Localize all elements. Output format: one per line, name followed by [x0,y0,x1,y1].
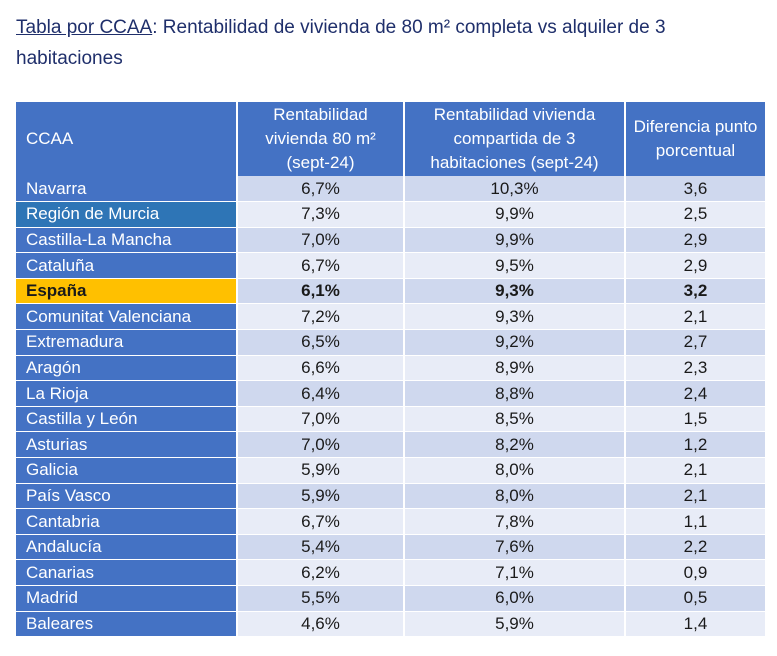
rentabilidad-80m2-cell: 6,1% [237,278,405,305]
rentabilidad-compartida-cell: 8,5% [404,406,626,433]
rentabilidad-compartida-cell: 6,0% [404,585,626,612]
rentabilidad-compartida-cell: 8,0% [404,457,626,484]
diferencia-cell: 3,2 [625,278,765,305]
rentabilidad-80m2-cell: 4,6% [237,611,405,638]
diferencia-cell: 1,1 [625,508,765,535]
rentabilidad-80m2-cell: 6,6% [237,355,405,382]
ccaa-cell: España [16,278,238,305]
table-row: Canarias 6,2% 7,1% 0,9 [16,559,765,586]
rentabilidad-compartida-cell: 9,2% [404,329,626,356]
rentabilidad-80m2-cell: 5,5% [237,585,405,612]
diferencia-cell: 2,1 [625,457,765,484]
ccaa-cell: Canarias [16,559,238,586]
ccaa-cell: Región de Murcia [16,201,238,228]
ccaa-cell: Cataluña [16,252,238,279]
rentabilidad-80m2-cell: 7,3% [237,201,405,228]
table-row: La Rioja 6,4% 8,8% 2,4 [16,380,765,407]
header-ccaa: CCAA [16,102,238,176]
diferencia-cell: 2,1 [625,303,765,331]
table-row: Asturias 7,0% 8,2% 1,2 [16,431,765,459]
rentabilidad-80m2-cell: 6,5% [237,329,405,356]
ccaa-cell: Madrid [16,585,238,612]
ccaa-cell: País Vasco [16,483,238,510]
rentabilidad-80m2-cell: 6,4% [237,380,405,407]
rentabilidad-80m2-cell: 5,9% [237,483,405,510]
ccaa-cell: Baleares [16,611,238,638]
rentabilidad-compartida-cell: 8,0% [404,483,626,510]
rentabilidad-80m2-cell: 6,7% [237,508,405,535]
ccaa-cell: Cantabria [16,508,238,535]
table-row: Región de Murcia 7,3% 9,9% 2,5 [16,201,765,228]
diferencia-cell: 2,4 [625,380,765,407]
rentabilidad-80m2-cell: 5,4% [237,534,405,561]
rentabilidad-compartida-cell: 10,3% [404,176,626,203]
ccaa-cell: Asturias [16,431,238,459]
table-title: Tabla por CCAA: Rentabilidad de vivienda… [16,12,756,74]
diferencia-cell: 2,1 [625,483,765,510]
rentabilidad-80m2-cell: 7,0% [237,227,405,254]
table-row: Andalucía 5,4% 7,6% 2,2 [16,534,765,561]
ccaa-cell: Andalucía [16,534,238,561]
diferencia-cell: 1,5 [625,406,765,433]
ccaa-cell: La Rioja [16,380,238,407]
ccaa-cell: Navarra [16,176,238,203]
ccaa-cell: Galicia [16,457,238,484]
diferencia-cell: 3,6 [625,176,765,203]
table-row: Castilla y León 7,0% 8,5% 1,5 [16,406,765,433]
diferencia-cell: 2,7 [625,329,765,356]
table-row: Cataluña 6,7% 9,5% 2,9 [16,252,765,279]
rentabilidad-compartida-cell: 9,3% [404,278,626,305]
table-row: Galicia 5,9% 8,0% 2,1 [16,457,765,484]
rentabilidad-compartida-cell: 5,9% [404,611,626,638]
diferencia-cell: 1,4 [625,611,765,638]
ccaa-cell: Comunitat Valenciana [16,303,238,331]
rentabilidad-80m2-cell: 6,7% [237,252,405,279]
rentabilidad-compartida-cell: 9,5% [404,252,626,279]
table-row: España 6,1% 9,3% 3,2 [16,278,765,305]
table-row: Comunitat Valenciana 7,2% 9,3% 2,1 [16,303,765,331]
diferencia-cell: 0,5 [625,585,765,612]
ccaa-cell: Extremadura [16,329,238,356]
header-diferencia: Diferencia punto porcentual [625,102,765,176]
ccaa-cell: Castilla-La Mancha [16,227,238,254]
rentabilidad-compartida-cell: 9,9% [404,201,626,228]
diferencia-cell: 2,9 [625,252,765,279]
rentabilidad-table: CCAA Rentabilidad vivienda 80 m² (sept-2… [16,102,765,638]
diferencia-cell: 2,5 [625,201,765,228]
table-row: Navarra 6,7% 10,3% 3,6 [16,176,765,203]
table-row: Cantabria 6,7% 7,8% 1,1 [16,508,765,535]
header-rentabilidad-80m2: Rentabilidad vivienda 80 m² (sept-24) [237,102,405,176]
rentabilidad-compartida-cell: 7,8% [404,508,626,535]
title-link[interactable]: Tabla por CCAA [16,17,153,38]
header-rentabilidad-compartida: Rentabilidad vivienda compartida de 3 ha… [404,102,626,176]
rentabilidad-compartida-cell: 8,8% [404,380,626,407]
table-row: Castilla-La Mancha 7,0% 9,9% 2,9 [16,227,765,254]
diferencia-cell: 2,2 [625,534,765,561]
rentabilidad-80m2-cell: 5,9% [237,457,405,484]
rentabilidad-80m2-cell: 6,7% [237,176,405,203]
ccaa-cell: Castilla y León [16,406,238,433]
diferencia-cell: 2,3 [625,355,765,382]
rentabilidad-80m2-cell: 7,0% [237,431,405,459]
rentabilidad-compartida-cell: 7,1% [404,559,626,586]
ccaa-cell: Aragón [16,355,238,382]
table-row: Extremadura 6,5% 9,2% 2,7 [16,329,765,356]
rentabilidad-compartida-cell: 8,9% [404,355,626,382]
table-row: País Vasco 5,9% 8,0% 2,1 [16,483,765,510]
rentabilidad-compartida-cell: 8,2% [404,431,626,459]
rentabilidad-compartida-cell: 9,3% [404,303,626,331]
diferencia-cell: 0,9 [625,559,765,586]
rentabilidad-compartida-cell: 9,9% [404,227,626,254]
diferencia-cell: 2,9 [625,227,765,254]
table-header-row: CCAA Rentabilidad vivienda 80 m² (sept-2… [16,102,765,176]
table-row: Aragón 6,6% 8,9% 2,3 [16,355,765,382]
table-row: Madrid 5,5% 6,0% 0,5 [16,585,765,612]
title-text: : Rentabilidad de vivienda de 80 m² comp… [16,17,666,69]
rentabilidad-80m2-cell: 6,2% [237,559,405,586]
rentabilidad-80m2-cell: 7,2% [237,303,405,331]
rentabilidad-80m2-cell: 7,0% [237,406,405,433]
table-row: Baleares 4,6% 5,9% 1,4 [16,611,765,638]
rentabilidad-compartida-cell: 7,6% [404,534,626,561]
diferencia-cell: 1,2 [625,431,765,459]
